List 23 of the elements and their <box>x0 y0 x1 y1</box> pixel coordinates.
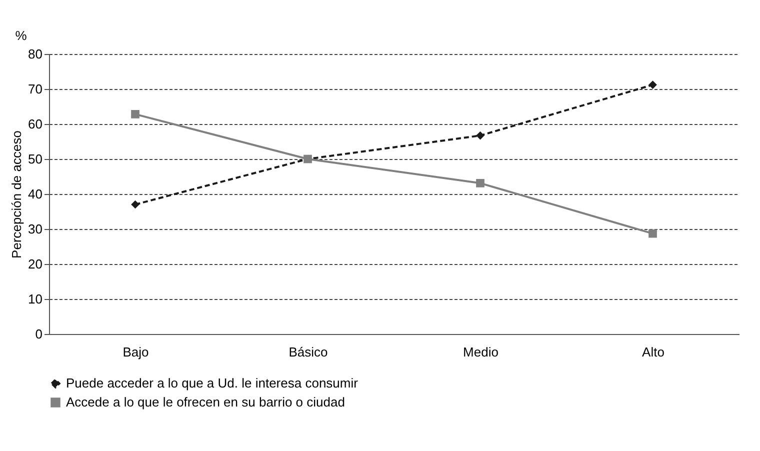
y-tick-label: 60 <box>28 116 42 132</box>
y-tick-label: 10 <box>28 292 42 306</box>
legend-label: Accede a lo que le ofrecen en su barrio o ciudad <box>66 394 345 410</box>
point <box>648 229 657 238</box>
x-tick-label: Básico <box>288 344 328 360</box>
point <box>476 131 484 140</box>
point <box>131 110 140 118</box>
y-tick-label: 70 <box>28 82 42 96</box>
text: % <box>15 28 28 43</box>
point <box>131 200 140 209</box>
y-tick-label: 20 <box>28 256 42 272</box>
legend-label: Puede acceder a lo que a Ud. le interesa consumir <box>66 376 359 390</box>
y-tick-label: 30 <box>28 222 42 236</box>
y-axis-title: Percepción de acceso <box>9 130 24 258</box>
y-tick-label: 80 <box>28 46 42 62</box>
y-tick-label: 0 <box>35 326 42 342</box>
x-tick-label: Medio <box>463 344 498 360</box>
y-tick-label: 50 <box>28 152 42 166</box>
x-tick-label: Alto <box>642 344 664 360</box>
point <box>648 80 657 89</box>
x-tick-label: Bajo <box>122 344 149 360</box>
y-tick-label: 40 <box>28 186 42 202</box>
point <box>476 178 484 188</box>
